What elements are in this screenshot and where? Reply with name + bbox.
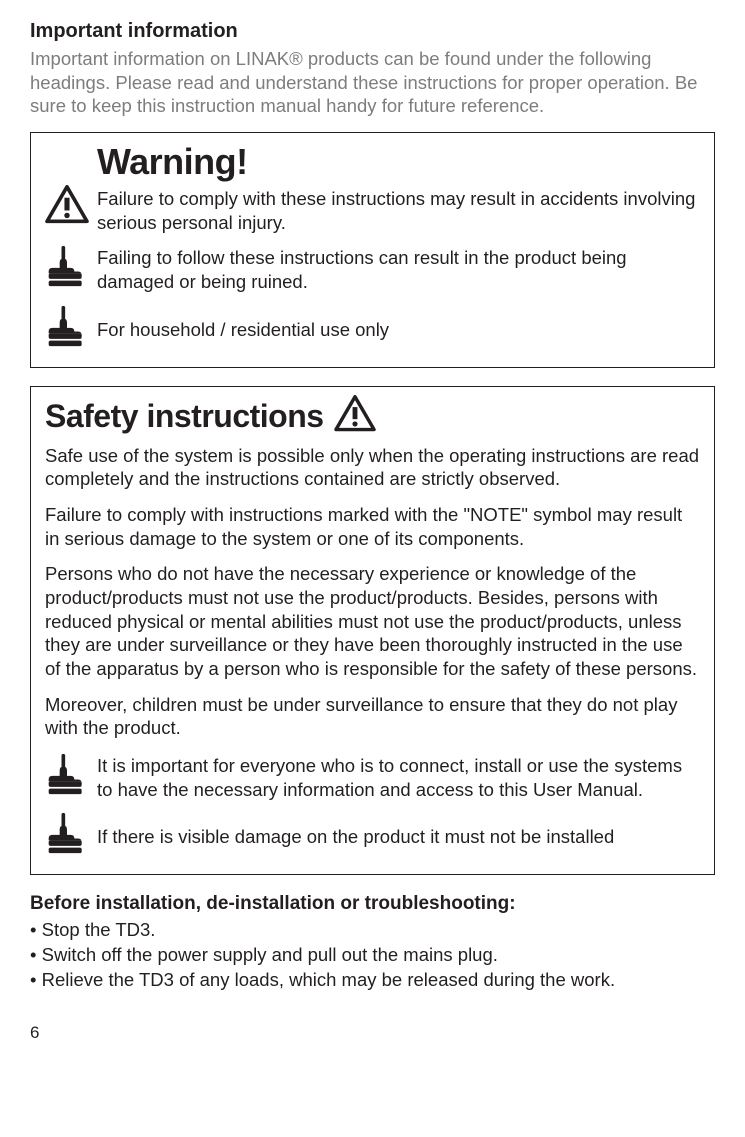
bullet-2-text: Switch off the power supply and pull out…	[42, 944, 498, 965]
warning-item-2-text: Failing to follow these instructions can…	[97, 244, 700, 293]
safety-icon-item-1: It is important for everyone who is to c…	[45, 752, 700, 801]
bullet-2: • Switch off the power supply and pull o…	[30, 943, 715, 968]
hand-pointing-icon	[45, 244, 89, 293]
warning-box: Warning! Failure to comply with these in…	[30, 132, 715, 368]
warning-triangle-icon	[334, 395, 376, 438]
safety-box: Safety instructions Safe use of the syst…	[30, 386, 715, 876]
warning-item-2: Failing to follow these instructions can…	[45, 244, 700, 293]
important-information-heading: Important information	[30, 20, 715, 43]
bullet-3: • Relieve the TD3 of any loads, which ma…	[30, 968, 715, 993]
bullet-1-text: Stop the TD3.	[42, 919, 156, 940]
safety-para-1: Safe use of the system is possible only …	[45, 444, 700, 491]
page-number: 6	[30, 1023, 715, 1043]
warning-triangle-icon	[45, 185, 89, 230]
warning-item-1: Failure to comply with these instruction…	[45, 185, 700, 234]
safety-icon-item-1-text: It is important for everyone who is to c…	[97, 752, 700, 801]
safety-icon-item-2-text: If there is visible damage on the produc…	[97, 811, 614, 849]
intro-paragraph: Important information on LINAK® products…	[30, 47, 715, 118]
safety-para-4: Moreover, children must be under surveil…	[45, 693, 700, 740]
hand-pointing-icon	[45, 811, 89, 860]
warning-title: Warning!	[97, 141, 700, 183]
warning-item-3: For household / residential use only	[45, 304, 700, 353]
safety-title: Safety instructions	[45, 398, 324, 435]
bullet-3-text: Relieve the TD3 of any loads, which may …	[42, 969, 615, 990]
safety-icon-item-2: If there is visible damage on the produc…	[45, 811, 700, 860]
hand-pointing-icon	[45, 752, 89, 801]
hand-pointing-icon	[45, 304, 89, 353]
safety-para-3: Persons who do not have the necessary ex…	[45, 562, 700, 680]
before-heading: Before installation, de-installation or …	[30, 893, 715, 915]
warning-item-1-text: Failure to comply with these instruction…	[97, 185, 700, 234]
warning-item-3-text: For household / residential use only	[97, 304, 389, 342]
safety-para-2: Failure to comply with instructions mark…	[45, 503, 700, 550]
bullet-1: • Stop the TD3.	[30, 918, 715, 943]
